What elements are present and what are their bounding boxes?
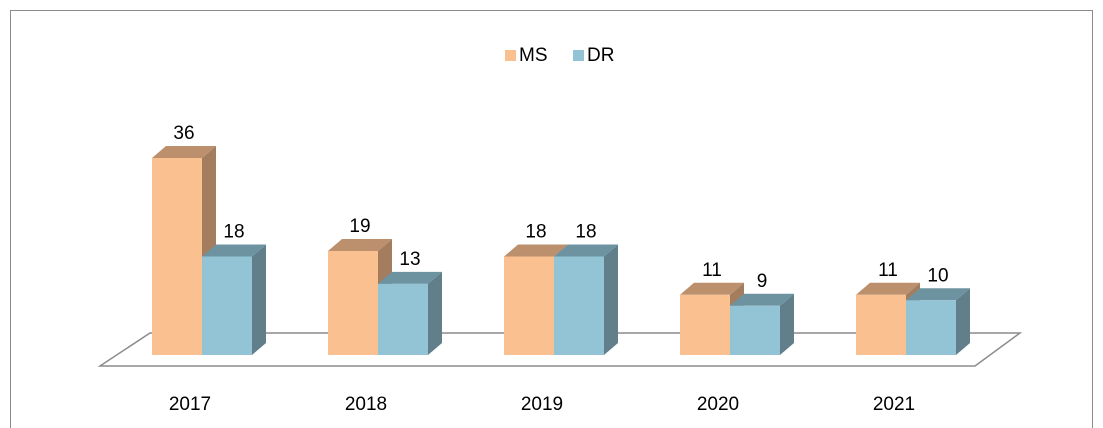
bar-front (906, 300, 956, 355)
data-label: 18 (525, 222, 546, 243)
bar-side (780, 293, 794, 355)
bar (152, 146, 216, 355)
data-label: 9 (757, 271, 768, 292)
bar-top (856, 282, 920, 295)
bar (554, 244, 618, 355)
bar-front (328, 251, 378, 355)
data-label: 13 (399, 249, 420, 270)
bar-front (554, 256, 604, 355)
bar-side (956, 288, 970, 355)
data-label: 11 (702, 260, 722, 281)
bar-top (328, 239, 392, 252)
bar (730, 293, 794, 355)
bar-top (730, 293, 794, 306)
legend-label: MS (519, 45, 548, 66)
data-label: 18 (223, 222, 244, 243)
data-label: 36 (173, 123, 194, 144)
bar-side (252, 244, 266, 355)
x-tick-label: 2021 (873, 394, 915, 415)
data-label: 10 (927, 265, 948, 286)
legend-swatch (505, 50, 516, 61)
bar-top (504, 244, 568, 257)
legend-swatch (573, 50, 584, 61)
bar-front (730, 305, 780, 355)
bar-top (202, 244, 266, 257)
data-label: 18 (575, 222, 596, 243)
bar-side (604, 244, 618, 355)
bar-top (554, 244, 618, 257)
x-tick-label: 2018 (345, 394, 387, 415)
legend-label: DR (587, 45, 614, 66)
bar-top (906, 288, 970, 301)
x-tick-label: 2017 (169, 394, 211, 415)
x-tick-label: 2019 (521, 394, 563, 415)
bar-front (680, 294, 730, 355)
data-label: 19 (349, 216, 370, 237)
bar-front (504, 256, 554, 355)
bar-top (680, 282, 744, 295)
bar-front (856, 294, 906, 355)
bar (906, 288, 970, 355)
bar-front (152, 158, 202, 355)
data-label: 11 (878, 260, 898, 281)
bar-front (202, 256, 252, 355)
bar (378, 271, 442, 355)
x-tick-label: 2020 (697, 394, 739, 415)
bar-top (378, 271, 442, 284)
bar-front (378, 283, 428, 355)
bar-side (428, 271, 442, 355)
bar (202, 244, 266, 355)
bar-top (152, 146, 216, 158)
